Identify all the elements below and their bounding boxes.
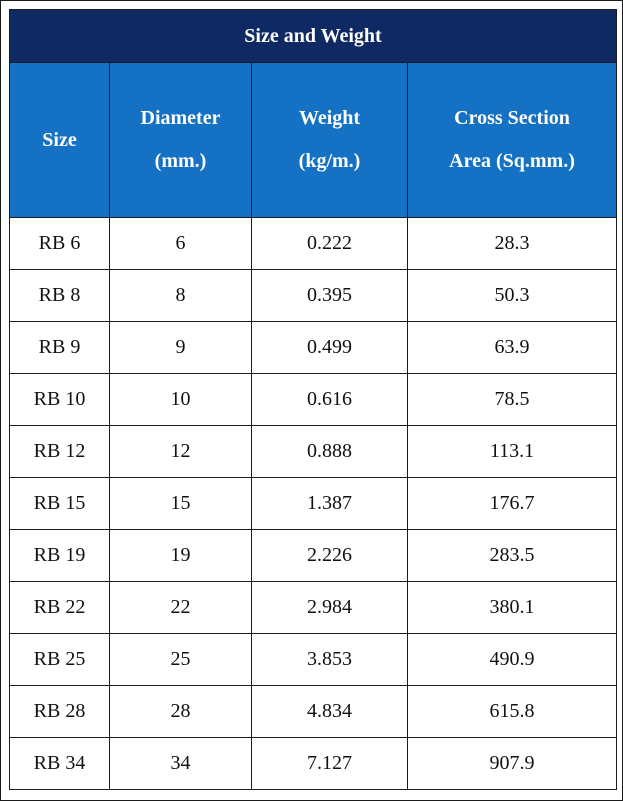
diameter-cell: 10 xyxy=(109,373,252,426)
size-cell: RB 22 xyxy=(9,581,110,634)
weight-cell: 0.395 xyxy=(251,269,408,322)
header-label-line: Weight xyxy=(298,107,361,129)
header-label-line: (kg/m.) xyxy=(298,150,361,172)
table-row: RB 19 19 2.226 283.5 xyxy=(9,529,617,582)
weight-header: Weight (kg/m.) xyxy=(251,62,408,218)
table-row: RB 12 12 0.888 113.1 xyxy=(9,425,617,478)
size-cell: RB 10 xyxy=(9,373,110,426)
size-header: Size xyxy=(9,62,110,218)
size-cell: RB 28 xyxy=(9,685,110,738)
header-label-line: Area (Sq.mm.) xyxy=(449,150,575,172)
diameter-cell: 6 xyxy=(109,217,252,270)
diameter-cell: 34 xyxy=(109,737,252,790)
table-row: RB 22 22 2.984 380.1 xyxy=(9,581,617,634)
table-row: RB 6 6 0.222 28.3 xyxy=(9,217,617,270)
cross-section-area-cell: 28.3 xyxy=(407,217,617,270)
table-title-row: Size and Weight xyxy=(9,9,617,63)
weight-cell: 2.226 xyxy=(251,529,408,582)
table-row: RB 34 34 7.127 907.9 xyxy=(9,737,617,790)
table-row: RB 9 9 0.499 63.9 xyxy=(9,321,617,374)
table-row: RB 10 10 0.616 78.5 xyxy=(9,373,617,426)
cross-section-area-cell: 176.7 xyxy=(407,477,617,530)
size-cell: RB 34 xyxy=(9,737,110,790)
diameter-cell: 22 xyxy=(109,581,252,634)
header-label-line: Cross Section xyxy=(454,107,570,129)
size-cell: RB 15 xyxy=(9,477,110,530)
cross-section-area-cell: 113.1 xyxy=(407,425,617,478)
diameter-cell: 28 xyxy=(109,685,252,738)
diameter-cell: 25 xyxy=(109,633,252,686)
table-header-row: Size Diameter (mm.) Weight (kg/m.) Cross Sect… xyxy=(9,62,617,218)
table-body: RB 6 6 0.222 28.3 RB 8 8 0.395 50.3 RB 9 9 0.499 63… xyxy=(9,217,617,790)
cross-section-area-cell: 283.5 xyxy=(407,529,617,582)
weight-cell: 0.222 xyxy=(251,217,408,270)
diameter-cell: 12 xyxy=(109,425,252,478)
weight-cell: 2.984 xyxy=(251,581,408,634)
weight-cell: 0.499 xyxy=(251,321,408,374)
cross-section-area-header: Cross Section Area (Sq.mm.) xyxy=(407,62,617,218)
weight-cell: 1.387 xyxy=(251,477,408,530)
diameter-cell: 15 xyxy=(109,477,252,530)
diameter-cell: 9 xyxy=(109,321,252,374)
table-row: RB 15 15 1.387 176.7 xyxy=(9,477,617,530)
header-label-line: Diameter xyxy=(140,107,221,129)
size-cell: RB 9 xyxy=(9,321,110,374)
diameter-cell: 19 xyxy=(109,529,252,582)
size-cell: RB 19 xyxy=(9,529,110,582)
cross-section-area-cell: 907.9 xyxy=(407,737,617,790)
weight-cell: 4.834 xyxy=(251,685,408,738)
size-cell: RB 8 xyxy=(9,269,110,322)
size-cell: RB 12 xyxy=(9,425,110,478)
cross-section-area-cell: 50.3 xyxy=(407,269,617,322)
cross-section-area-cell: 63.9 xyxy=(407,321,617,374)
table-row: RB 8 8 0.395 50.3 xyxy=(9,269,617,322)
cross-section-area-cell: 380.1 xyxy=(407,581,617,634)
table-title: Size and Weight xyxy=(9,9,617,63)
diameter-header: Diameter (mm.) xyxy=(109,62,252,218)
weight-cell: 0.616 xyxy=(251,373,408,426)
size-weight-table: Size and Weight Size Diameter (mm.) Weight (… xyxy=(9,9,617,790)
table-row: RB 28 28 4.834 615.8 xyxy=(9,685,617,738)
weight-cell: 0.888 xyxy=(251,425,408,478)
size-cell: RB 6 xyxy=(9,217,110,270)
header-label-line: Size xyxy=(42,128,77,151)
header-label-line: (mm.) xyxy=(154,150,207,172)
table-row: RB 25 25 3.853 490.9 xyxy=(9,633,617,686)
cross-section-area-cell: 615.8 xyxy=(407,685,617,738)
cross-section-area-cell: 78.5 xyxy=(407,373,617,426)
weight-cell: 7.127 xyxy=(251,737,408,790)
cross-section-area-cell: 490.9 xyxy=(407,633,617,686)
weight-cell: 3.853 xyxy=(251,633,408,686)
diameter-cell: 8 xyxy=(109,269,252,322)
size-cell: RB 25 xyxy=(9,633,110,686)
